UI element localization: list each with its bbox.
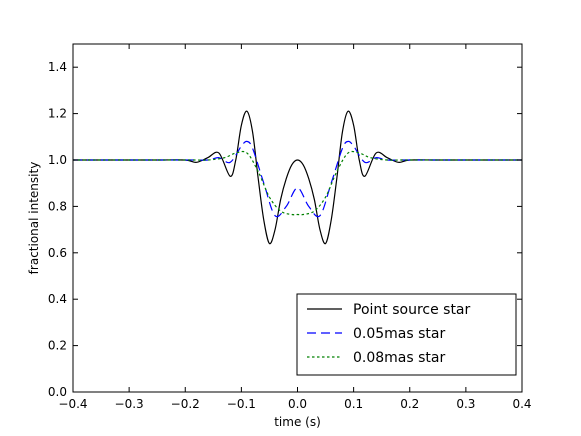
x-tick-label: 0.0 xyxy=(288,397,307,411)
x-tick-label: −0.3 xyxy=(115,397,144,411)
x-tick-label: 0.2 xyxy=(400,397,419,411)
x-tick-label: −0.2 xyxy=(171,397,200,411)
y-tick-label: 0.0 xyxy=(48,385,67,399)
plot-lines xyxy=(72,110,522,245)
series-line-1 xyxy=(72,110,522,245)
x-axis-label: time (s) xyxy=(274,415,321,429)
x-tick-label: −0.4 xyxy=(58,397,87,411)
legend-label: 0.08mas star xyxy=(353,350,445,366)
axis-ticks: −0.4 −0.3 −0.2 −0.1 0.0 0.1 0.2 0.3 0.4 0.0 0.2 0.4… xyxy=(48,44,532,411)
series-line-3 xyxy=(72,150,522,216)
y-tick-label: 0.2 xyxy=(48,339,67,353)
series-line-2 xyxy=(72,140,522,218)
y-tick-label: 0.6 xyxy=(48,246,67,260)
legend-label: Point source star xyxy=(353,302,471,318)
y-tick-label: 0.4 xyxy=(48,292,67,306)
x-tick-label: 0.1 xyxy=(344,397,363,411)
y-tick-label: 0.8 xyxy=(48,199,67,213)
x-tick-label: 0.3 xyxy=(456,397,475,411)
legend-box xyxy=(296,293,517,376)
y-tick-label: 1.4 xyxy=(48,60,67,74)
legend-label: 0.05mas star xyxy=(353,326,445,342)
x-tick-label: 0.4 xyxy=(512,397,531,411)
y-axis-label: fractional intensity xyxy=(27,162,41,275)
y-tick-label: 1.0 xyxy=(48,153,67,167)
legend: Point source star 0.05mas star 0.08mas sta… xyxy=(296,293,517,376)
x-tick-label: −0.1 xyxy=(227,397,256,411)
y-tick-label: 1.2 xyxy=(48,107,67,121)
